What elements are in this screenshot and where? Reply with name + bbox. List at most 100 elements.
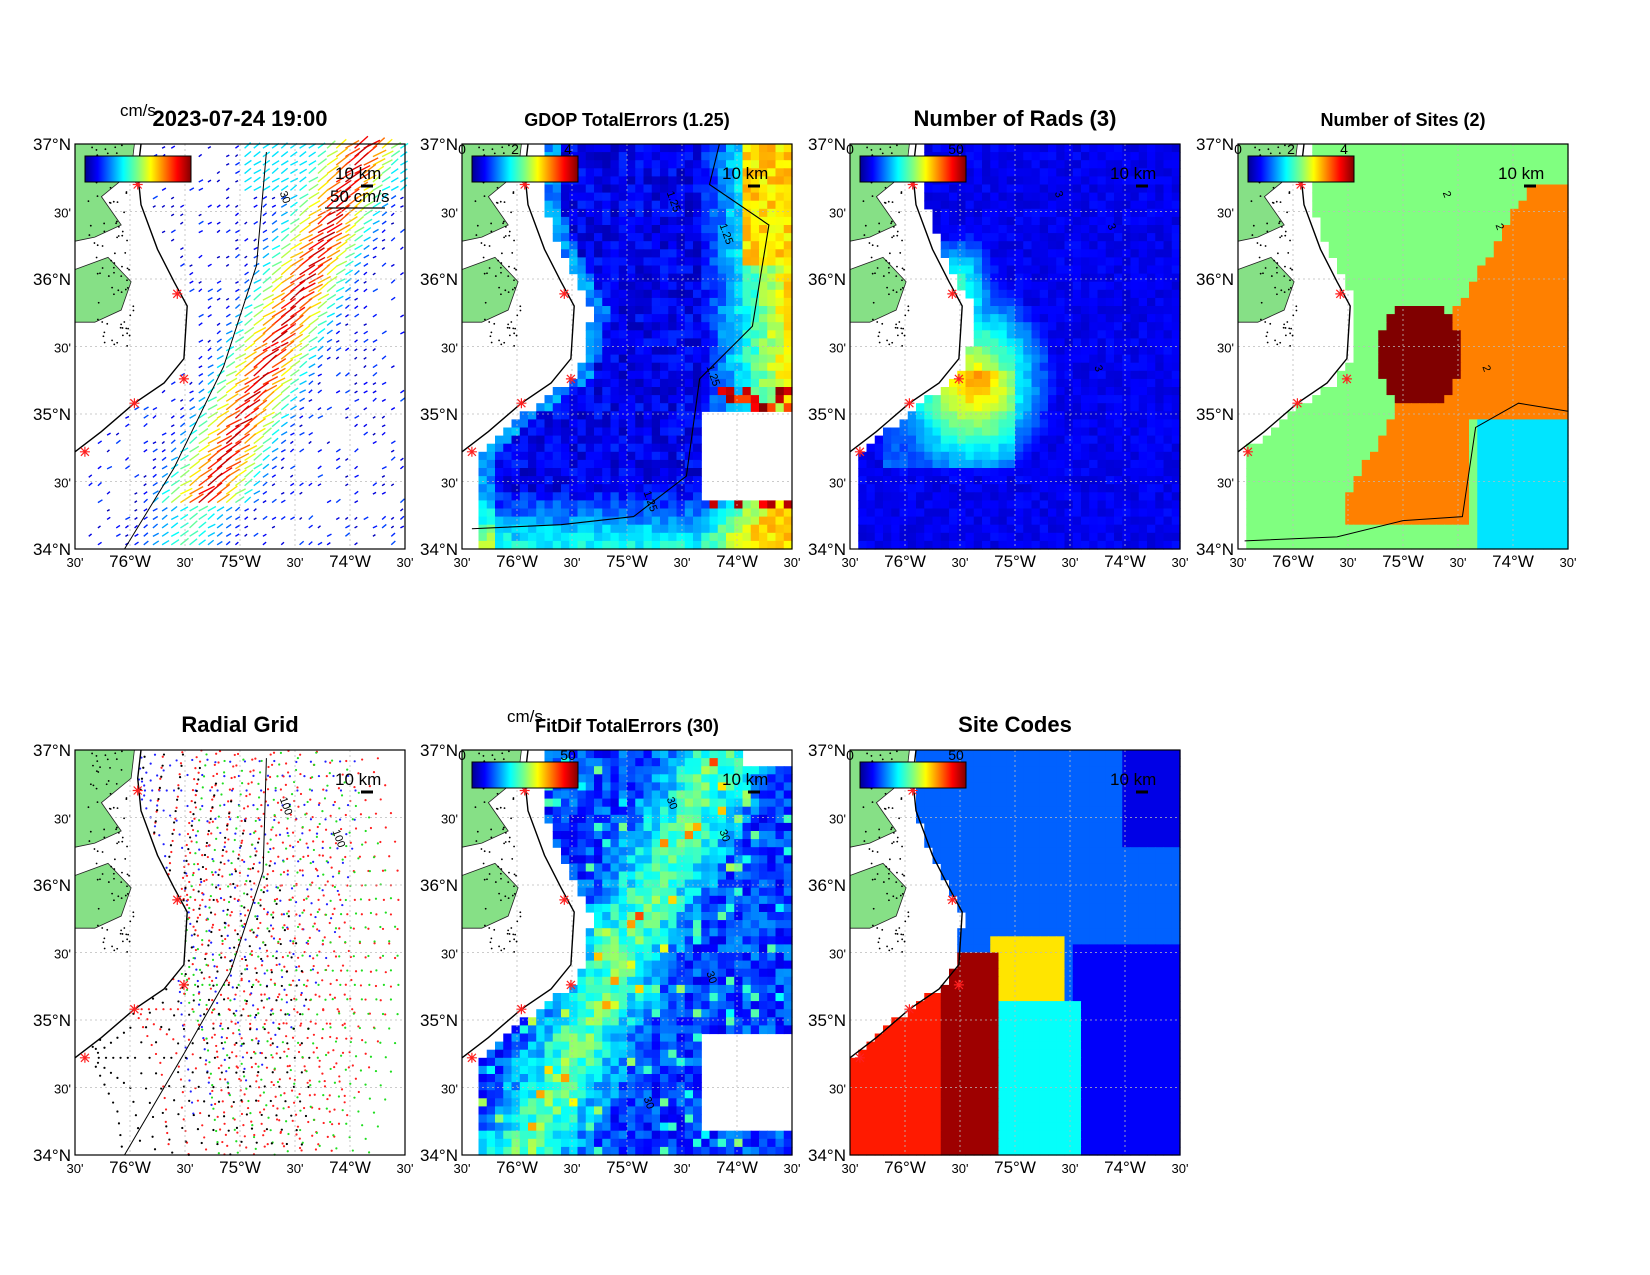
- field-cell: [643, 184, 653, 194]
- field-cell: [1171, 216, 1181, 226]
- field-cell: [536, 411, 546, 420]
- field-cell: [1403, 176, 1412, 186]
- field-cell: [1444, 160, 1454, 169]
- field-cell: [932, 451, 942, 461]
- field-cell: [1089, 484, 1099, 493]
- field-cell: [1081, 306, 1090, 315]
- field-cell: [1155, 330, 1165, 339]
- shoreline-dot: [493, 152, 496, 155]
- field-cell: [940, 459, 950, 469]
- field-cell: [734, 354, 744, 364]
- field-cell: [924, 532, 934, 542]
- shoreline-dot: [890, 220, 893, 223]
- field-cell: [998, 378, 1008, 388]
- field-cell: [709, 265, 719, 275]
- field-cell: [1361, 257, 1371, 267]
- field-cell: [1023, 322, 1033, 331]
- field-cell: [1081, 257, 1090, 267]
- field-cell: [1485, 297, 1495, 307]
- field-cell: [1064, 435, 1074, 445]
- current-vector: [363, 189, 374, 200]
- field-cell: [552, 532, 562, 542]
- field-cell: [1138, 314, 1148, 323]
- field-cell: [1023, 168, 1033, 177]
- current-vector: [372, 210, 381, 217]
- field-cell: [949, 249, 958, 258]
- field-cell: [990, 419, 1000, 429]
- field-cell: [627, 468, 636, 477]
- field-cell: [932, 435, 942, 445]
- shoreline-dot: [95, 149, 98, 151]
- field-cell: [676, 484, 686, 493]
- field-cell: [635, 451, 645, 461]
- field-cell: [783, 144, 793, 153]
- field-cell: [1089, 176, 1099, 186]
- lat-tick-label: 30': [829, 341, 846, 356]
- field-cell: [783, 387, 793, 396]
- field-cell: [907, 451, 917, 461]
- field-cell: [1105, 208, 1115, 218]
- shoreline-dot: [104, 148, 107, 151]
- shoreline-dot: [892, 225, 895, 228]
- field-cell: [544, 540, 554, 550]
- shoreline-dot: [106, 152, 109, 155]
- field-cell: [585, 176, 595, 186]
- field-cell: [660, 322, 669, 331]
- field-cell: [783, 184, 793, 194]
- field-cell: [693, 306, 702, 315]
- field-cell: [585, 476, 595, 485]
- field-cell: [742, 281, 752, 291]
- field-cell: [1147, 289, 1156, 299]
- field-cell: [495, 468, 504, 477]
- field-cell: [899, 516, 909, 526]
- current-vector: [235, 145, 240, 149]
- field-cell: [1015, 370, 1024, 380]
- field-cell: [940, 241, 950, 250]
- field-cell: [990, 200, 1000, 210]
- field-cell: [684, 370, 694, 380]
- field-cell: [1039, 500, 1049, 510]
- field-cell: [651, 208, 661, 218]
- field-cell: [1081, 516, 1090, 526]
- field-cell: [866, 443, 876, 453]
- field-cell: [1163, 152, 1173, 161]
- field-cell: [693, 492, 702, 501]
- field-cell: [1403, 160, 1412, 169]
- current-vector: [390, 150, 401, 158]
- field-cell: [1378, 144, 1388, 153]
- field-cell: [1023, 403, 1033, 412]
- field-cell: [717, 540, 727, 550]
- current-vector: [372, 157, 386, 166]
- current-vector: [381, 238, 386, 242]
- field-cell: [1559, 225, 1569, 234]
- field-cell: [1006, 297, 1016, 307]
- field-cell: [759, 281, 768, 291]
- field-cell: [1056, 208, 1066, 218]
- field-cell: [1105, 476, 1115, 485]
- field-cell: [594, 435, 603, 445]
- shoreline-dot: [503, 201, 506, 204]
- field-cell: [759, 192, 768, 202]
- field-cell: [660, 451, 669, 461]
- lon-tick-label: 74°W: [1104, 552, 1146, 571]
- field-cell: [643, 322, 653, 331]
- field-cell: [1510, 257, 1520, 267]
- field-cell: [1171, 468, 1181, 477]
- field-cell: [1089, 338, 1099, 348]
- field-cell: [1072, 176, 1082, 186]
- field-cell: [577, 144, 587, 153]
- field-cell: [1394, 225, 1404, 234]
- field-cell: [1155, 411, 1165, 420]
- field-cell: [734, 362, 744, 372]
- field-cell: [1089, 387, 1099, 396]
- field-cell: [1386, 233, 1396, 242]
- field-cell: [1427, 225, 1437, 234]
- lat-tick-label: 36°N: [33, 270, 71, 289]
- field-cell: [982, 346, 991, 356]
- field-cell: [1155, 378, 1165, 388]
- field-cell: [1452, 289, 1462, 299]
- field-cell: [783, 281, 793, 291]
- field-cell: [767, 241, 777, 250]
- field-cell: [1048, 176, 1057, 186]
- field-cell: [1105, 265, 1115, 275]
